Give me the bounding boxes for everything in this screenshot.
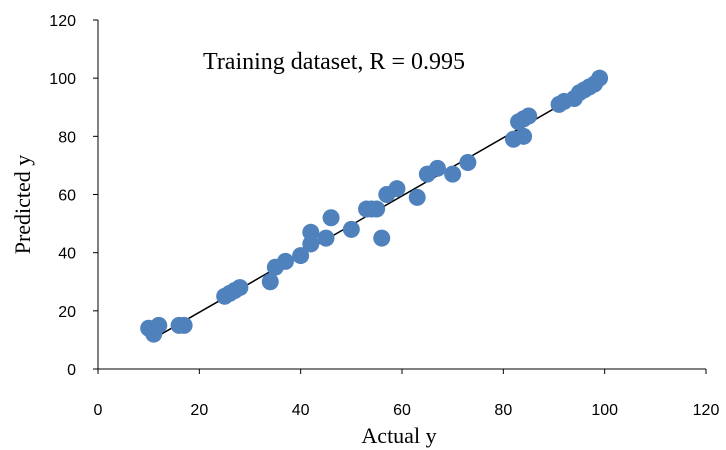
data-point [261,273,279,291]
data-point [322,209,340,227]
y-tick-label: 100 [49,71,76,88]
data-point [317,229,335,247]
data-point [292,247,310,265]
y-tick-label: 120 [49,13,76,30]
data-point [302,235,320,253]
y-tick-label: 80 [58,129,76,146]
data-point [150,316,168,334]
x-tick-label: 80 [494,402,512,419]
y-tick-label: 40 [58,246,76,263]
data-point [515,127,533,145]
y-axis-title: Predicted y [10,155,35,255]
y-tick-label: 60 [58,188,76,205]
x-tick-label: 100 [591,402,618,419]
data-point [175,316,193,334]
x-tick-label: 0 [94,402,103,419]
y-tick-label: 20 [58,304,76,321]
y-tick-label: 0 [67,362,76,379]
x-tick-label: 120 [693,402,720,419]
data-point [276,252,294,270]
x-tick-label: 40 [292,402,310,419]
data-point [373,229,391,247]
data-point [368,200,386,218]
data-point [302,223,320,241]
x-axis-title: Actual y [361,423,436,448]
data-point [342,220,360,238]
x-tick-label: 20 [190,402,208,419]
x-tick-group: 0 20 40 60 80 100 120 [94,369,720,419]
chart-annotation: Training dataset, R = 0.995 [203,49,465,75]
data-point [428,159,446,177]
data-point [520,107,538,125]
data-point [388,180,406,198]
data-point [408,188,426,206]
data-point [444,165,462,183]
data-point [231,279,249,297]
data-point [591,69,609,87]
x-tick-label: 60 [393,402,411,419]
y-tick-group: 0 20 40 60 80 100 120 [49,13,98,379]
data-point [459,154,477,172]
data-points-group [140,69,609,343]
